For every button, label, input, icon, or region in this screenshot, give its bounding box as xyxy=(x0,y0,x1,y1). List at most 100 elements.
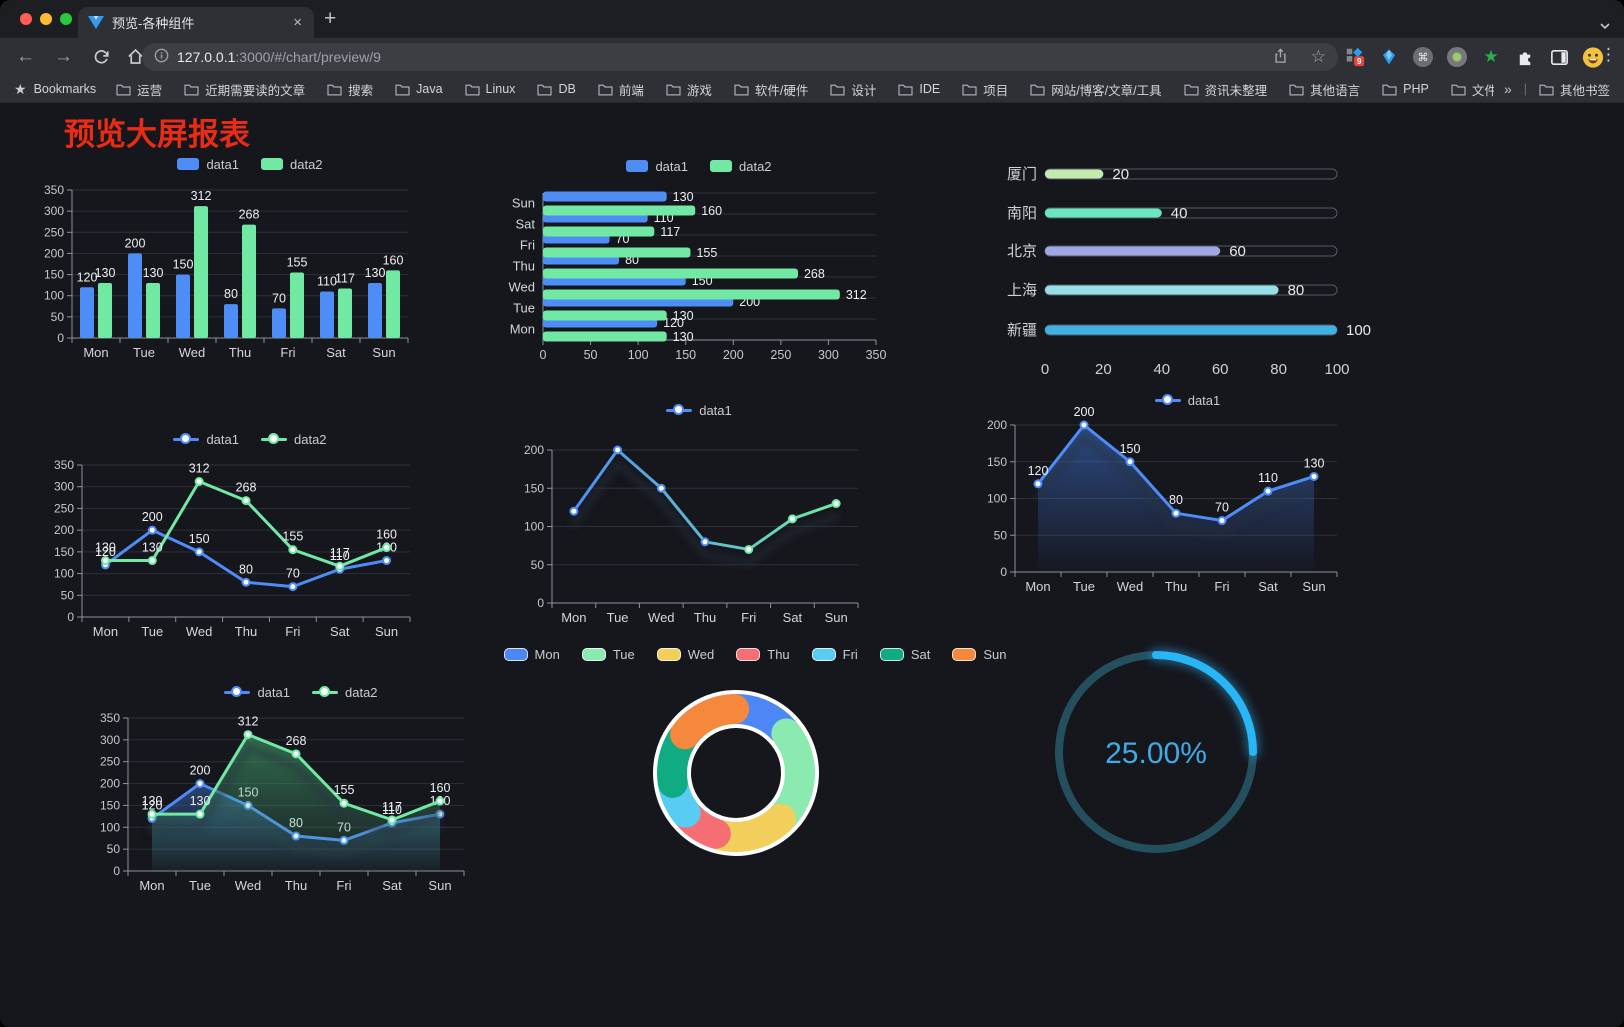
site-info-icon[interactable] xyxy=(154,48,169,66)
legend-swatch xyxy=(224,685,251,699)
gauge-chart[interactable]: 25.00% xyxy=(1038,635,1274,875)
legend-item-data1[interactable]: data1 xyxy=(173,432,239,447)
legend-item-Sat[interactable]: Sat xyxy=(879,646,931,662)
legend-item-data1[interactable]: data1 xyxy=(626,159,688,174)
bookmark-label: 其他书签 xyxy=(1559,83,1610,98)
legend-label: Sat xyxy=(910,646,931,662)
extension-record-icon[interactable] xyxy=(1446,46,1468,68)
bookmark-folder[interactable]: 文件服务器 xyxy=(1451,80,1494,99)
legend-item-Mon[interactable]: Mon xyxy=(503,647,560,662)
legend-item-data2[interactable]: data2 xyxy=(312,685,378,700)
tab-close-icon[interactable]: × xyxy=(293,14,302,31)
bookmark-folder[interactable]: 网站/博客/文章/工具 xyxy=(1030,80,1162,99)
tab-search-chevron-icon[interactable] xyxy=(1600,16,1610,34)
back-icon[interactable]: ← xyxy=(16,46,35,67)
legend-item-data1[interactable]: data1 xyxy=(1154,393,1220,408)
category-label: Thu xyxy=(694,610,716,625)
bookmark-folder[interactable]: Java xyxy=(395,82,443,96)
share-icon[interactable] xyxy=(1272,47,1289,68)
progress-fill-厦门 xyxy=(1045,169,1104,179)
reload-icon[interactable] xyxy=(92,47,111,72)
legend-item-data2[interactable]: data2 xyxy=(710,159,772,174)
chart-legend: Mon Tue Wed Thu Fri Sat Sun xyxy=(503,646,1006,662)
legend-label: Wed xyxy=(687,646,715,662)
bookmark-folder[interactable]: IDE xyxy=(898,82,940,96)
point-data2-Thu xyxy=(241,496,251,506)
home-icon[interactable] xyxy=(126,47,145,72)
legend-item-data2[interactable]: data2 xyxy=(261,157,323,172)
bookmark-folder[interactable]: PHP xyxy=(1382,82,1429,96)
legend-item-Fri[interactable]: Fri xyxy=(811,647,858,662)
legend-item-Thu[interactable]: Thu xyxy=(736,647,790,662)
two-series-area-chart[interactable]: 0 50 100 150 200 250 300 350 Mon Tue Wed Thu Fri Sat S… xyxy=(95,678,507,900)
legend-item-Tue[interactable]: Tue xyxy=(581,647,635,662)
bar-data1-Thu xyxy=(224,304,238,338)
extension-grid-icon[interactable]: 9 xyxy=(1344,46,1366,68)
bookmark-folder[interactable]: DB xyxy=(537,82,576,96)
grouped-bar-chart[interactable]: 0 50 100 150 200 250 300 350 Mon Tue Wed Thu Fri Sat S… xyxy=(40,148,460,400)
browser-menu-icon[interactable]: ⋮ xyxy=(1600,45,1617,64)
legend-item-data1[interactable]: data1 xyxy=(224,685,290,700)
slice-Sun[interactable] xyxy=(670,694,750,750)
extension-green-star-icon[interactable]: ★ xyxy=(1483,47,1499,66)
legend-item-data1[interactable]: data1 xyxy=(177,157,239,172)
chart-canvas: Mon Tue Wed Thu Fri Sat Sun 0 50 100 150 200 250 300 3… xyxy=(509,190,887,362)
area-line-chart[interactable]: 0 50 100 150 200 Mon Tue Wed Thu Fri Sat Sun 120 200 1… xyxy=(985,388,1390,610)
other-bookmarks-folder[interactable]: 其他书签 xyxy=(1539,80,1610,99)
traffic-light-minimize[interactable] xyxy=(40,13,52,25)
traffic-light-close[interactable] xyxy=(20,13,32,25)
bookmark-folder[interactable]: 近期需要读的文章 xyxy=(184,80,305,99)
browser-tab[interactable]: 预览-各种组件 × xyxy=(78,7,314,38)
legend-item-Sun[interactable]: Sun xyxy=(952,647,1006,662)
bar-data2-Tue xyxy=(146,283,160,338)
bookmarks-overflow-chevron[interactable]: » xyxy=(1503,81,1512,97)
bookmark-folder[interactable]: 资讯未整理 xyxy=(1184,80,1267,99)
tick-label: 0 xyxy=(1000,565,1007,579)
legend-item-Wed[interactable]: Wed xyxy=(656,646,715,662)
point-data2-Sat xyxy=(387,815,397,825)
profile-avatar-emoji[interactable] xyxy=(1582,46,1604,68)
category-label: Wed xyxy=(509,280,536,295)
bookmarks-star-icon[interactable]: ★ xyxy=(14,80,27,97)
extension-command-icon[interactable]: ⌘ xyxy=(1412,46,1434,68)
bookmark-folder[interactable]: Linux xyxy=(464,82,515,96)
slice-Tue[interactable] xyxy=(768,718,815,832)
folder-icon xyxy=(464,84,480,95)
horizontal-bar-chart[interactable]: Mon Tue Wed Thu Fri Sat Sun 0 50 100 150 200 250 300 3… xyxy=(503,150,895,402)
bookmark-folder[interactable]: 前端 xyxy=(598,80,644,99)
forward-icon[interactable]: → xyxy=(54,46,73,67)
value-label: 160 xyxy=(376,528,397,542)
progress-bar-chart[interactable]: 厦门 20 南阳 40 北京 60 上海 80 新疆 100 0 20 40 60 80 100 xyxy=(988,148,1392,398)
legend-item-data2[interactable]: data2 xyxy=(261,432,327,447)
traffic-light-zoom[interactable] xyxy=(60,13,72,25)
tick-label: 250 xyxy=(54,501,74,515)
bookmark-folder[interactable]: 项目 xyxy=(962,80,1008,99)
bookmarks-label[interactable]: Bookmarks xyxy=(33,82,97,96)
bookmark-folder[interactable]: 搜索 xyxy=(327,80,373,99)
legend-item-data1[interactable]: data1 xyxy=(666,403,732,418)
bookmark-folder[interactable]: 设计 xyxy=(830,80,876,99)
gradient-line-chart[interactable]: 0 50 100 150 200 Mon Tue Wed Thu Fri Sat Sun data1 xyxy=(503,396,895,628)
extensions-puzzle-icon[interactable] xyxy=(1514,46,1536,68)
side-panel-icon[interactable] xyxy=(1548,46,1570,68)
two-series-line-chart[interactable]: 0 50 100 150 200 250 300 350 Mon Tue Wed Thu Fri Sat S… xyxy=(40,425,460,651)
new-tab-button[interactable]: + xyxy=(324,7,337,30)
bookmark-folder[interactable]: 软件/硬件 xyxy=(734,80,808,99)
tick-label: 100 xyxy=(54,567,74,581)
category-label: Mon xyxy=(510,322,535,337)
value-label: 110 xyxy=(330,549,350,563)
bookmark-folder[interactable]: 运营 xyxy=(116,80,162,99)
bookmark-star-icon[interactable]: ☆ xyxy=(1310,47,1326,66)
donut-chart[interactable]: Mon Tue Wed Thu Fri Sat Sun xyxy=(503,640,1006,898)
tick-label: 50 xyxy=(994,528,1008,542)
extension-gem-icon[interactable] xyxy=(1378,46,1400,68)
url-bar[interactable]: 127.0.0.1 :3000/#/chart/preview/9 ☆ xyxy=(142,43,1338,71)
tick-label: 0 xyxy=(537,596,544,610)
value-label: 40 xyxy=(1171,205,1188,222)
category-label: Fri xyxy=(336,878,351,893)
bookmark-folder[interactable]: 其他语言 xyxy=(1289,80,1360,99)
legend-swatch xyxy=(177,158,200,170)
bookmark-folder[interactable]: 游戏 xyxy=(666,80,712,99)
tick-label: 250 xyxy=(770,348,791,362)
